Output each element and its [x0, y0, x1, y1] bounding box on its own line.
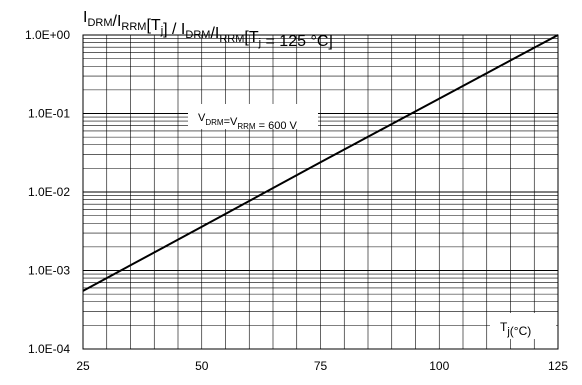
x-tick-label: 125	[548, 359, 568, 373]
chart-title: IDRM/IRRM[Tj] / IDRM/IRRM[Tj = 125 °C]	[83, 9, 333, 50]
plot-frame	[82, 34, 559, 350]
voltage-annotation: VDRM=VRRM = 600 V	[198, 112, 297, 132]
x-axis-label: Tj(°C)	[500, 320, 531, 338]
y-tick-label: 1.0E-01	[28, 107, 70, 121]
y-tick-label: 1.0E-02	[28, 185, 70, 199]
y-tick-label: 1.0E-03	[28, 264, 70, 278]
x-tick-label: 75	[314, 359, 328, 373]
x-axis: 25 50 75 100 125	[76, 359, 568, 373]
y-axis: 1.0E-04 1.0E-03 1.0E-02 1.0E-01 1.0E+00	[25, 28, 70, 356]
y-tick-label: 1.0E-04	[28, 342, 70, 356]
series-line	[82, 34, 559, 292]
x-tick-label: 100	[429, 359, 449, 373]
annotation-box	[188, 104, 318, 129]
y-tick-label: 1.0E+00	[25, 28, 70, 42]
x-axis-label-box	[490, 313, 556, 339]
x-tick-label: 50	[195, 359, 209, 373]
x-tick-label: 25	[76, 359, 90, 373]
grid	[83, 35, 558, 349]
